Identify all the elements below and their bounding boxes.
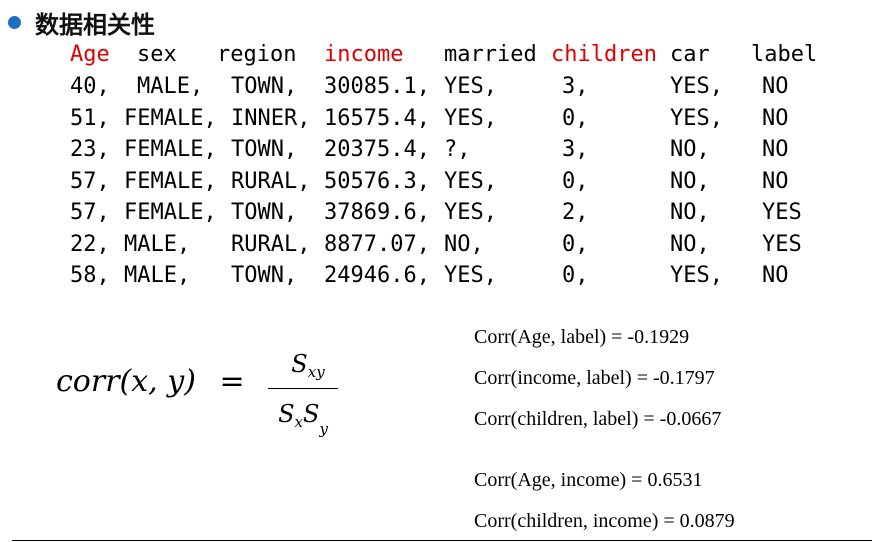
- table-cell: YES,: [444, 168, 497, 194]
- table-cell: 58,: [70, 263, 110, 288]
- table-cell: RURAL,: [231, 231, 311, 257]
- bottom-divider: [12, 540, 872, 541]
- header-cell: label: [751, 42, 818, 67]
- corr-children-label: Corr(children, label) = -0.0667: [474, 408, 722, 430]
- table-cell: YES,: [444, 263, 497, 288]
- table-cell: 57,: [70, 200, 110, 225]
- table-cell: 30085.1,: [324, 74, 430, 99]
- denominator-sub2: y: [319, 420, 328, 438]
- table-cell: FEMALE,: [124, 200, 217, 225]
- formula-numerator: Sxy: [278, 350, 338, 381]
- table-cell: YES,: [670, 74, 723, 99]
- table-cell: 0,: [562, 168, 589, 194]
- table-cell: YES,: [670, 263, 723, 288]
- table-cell: 2,: [562, 200, 589, 225]
- table-cell: INNER,: [231, 105, 311, 131]
- table-cell: 8877.07,: [324, 231, 430, 257]
- table-cell: FEMALE,: [124, 105, 217, 131]
- table-cell: 0,: [562, 231, 589, 257]
- numerator-s: S: [291, 350, 308, 378]
- table-cell: MALE,: [137, 74, 204, 99]
- corr-income-label: Corr(income, label) = -0.1797: [474, 367, 715, 389]
- table-cell: NO: [762, 74, 789, 99]
- numerator-sub: xy: [307, 363, 325, 381]
- denominator-s2: S: [302, 400, 320, 428]
- denominator-sub1: x: [294, 413, 303, 431]
- table-cell: 23,: [70, 137, 110, 162]
- table-cell: YES,: [670, 105, 723, 131]
- table-cell: 0,: [562, 263, 589, 288]
- table-cell: 22,: [70, 231, 110, 257]
- header-cell: car: [670, 42, 710, 67]
- table-cell: NO: [762, 263, 789, 288]
- header-cell: married: [444, 42, 537, 67]
- table-cell: FEMALE,: [124, 137, 217, 162]
- fraction-bar: [268, 388, 338, 389]
- table-cell: 3,: [562, 137, 589, 162]
- table-cell: TOWN,: [231, 200, 298, 225]
- table-cell: TOWN,: [231, 137, 298, 162]
- header-cell: sex: [137, 42, 177, 67]
- table-cell: 16575.4,: [324, 105, 430, 131]
- header-cell: Age: [70, 42, 110, 67]
- formula-denominator: SxSy: [268, 400, 338, 438]
- corr-age-label: Corr(Age, label) = -0.1929: [474, 326, 690, 348]
- table-cell: NO,: [670, 231, 710, 257]
- corr-children-income: Corr(children, income) = 0.0879: [474, 510, 735, 532]
- table-cell: 0,: [562, 105, 589, 131]
- header-cell: income: [324, 42, 404, 67]
- table-cell: YES,: [444, 74, 497, 99]
- table-cell: NO,: [670, 200, 710, 225]
- correlation-formula: corr(x, y) = Sxy SxSy: [56, 350, 356, 438]
- page-title: 数据相关性: [35, 10, 155, 39]
- header-cell: children: [551, 42, 657, 67]
- table-cell: NO,: [444, 231, 484, 257]
- table-cell: YES: [762, 231, 802, 257]
- formula-equals: =: [219, 364, 245, 399]
- denominator-s1: S: [278, 400, 295, 428]
- table-cell: 20375.4,: [324, 137, 430, 162]
- table-cell: FEMALE,: [124, 168, 217, 194]
- table-cell: 37869.6,: [324, 200, 430, 225]
- table-cell: MALE,: [124, 263, 191, 288]
- table-cell: 51,: [70, 105, 110, 131]
- table-cell: 40,: [70, 74, 110, 99]
- table-cell: NO,: [670, 137, 710, 162]
- table-cell: TOWN,: [231, 74, 298, 99]
- formula-lhs-text: corr(x, y): [56, 364, 196, 399]
- table-cell: NO: [762, 105, 789, 131]
- table-cell: TOWN,: [231, 263, 298, 288]
- table-cell: RURAL,: [231, 168, 311, 194]
- bullet-icon: [8, 15, 21, 29]
- table-cell: 24946.6,: [324, 263, 430, 288]
- table-cell: NO: [762, 137, 789, 162]
- table-cell: 50576.3,: [324, 168, 430, 194]
- table-cell: 57,: [70, 168, 110, 194]
- table-cell: YES: [762, 200, 802, 225]
- table-cell: YES,: [444, 200, 497, 225]
- corr-age-income: Corr(Age, income) = 0.6531: [474, 469, 703, 491]
- formula-lhs: corr(x, y) =: [56, 364, 245, 399]
- table-cell: NO,: [670, 168, 710, 194]
- table-cell: MALE,: [124, 231, 191, 257]
- table-cell: ?,: [444, 137, 471, 162]
- title-row: 数据相关性: [8, 4, 155, 40]
- header-cell: region: [217, 42, 297, 67]
- table-cell: 3,: [562, 74, 589, 99]
- table-cell: YES,: [444, 105, 497, 131]
- table-cell: NO: [762, 168, 789, 194]
